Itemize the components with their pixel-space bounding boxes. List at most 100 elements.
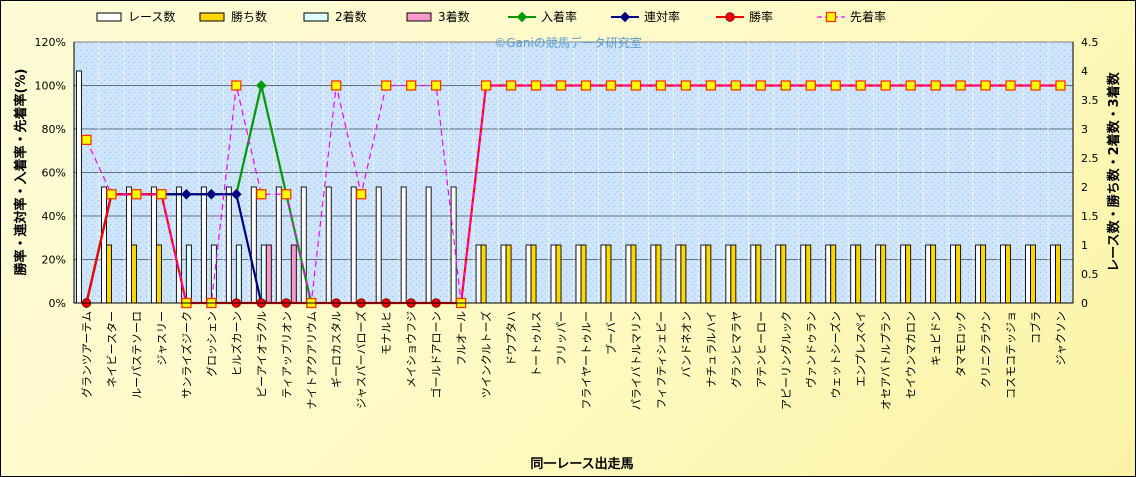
- bar-1: [650, 244, 657, 304]
- x-tick-label: アピーリングルック: [779, 311, 793, 410]
- line-marker-4: [580, 80, 592, 91]
- x-tick-label: ジャスリー: [155, 311, 168, 365]
- bar-1: [550, 244, 557, 304]
- bar-1: [1050, 244, 1056, 304]
- line-marker-4: [930, 80, 941, 91]
- bar-2: [855, 244, 862, 304]
- x-tick-label: フルオール: [455, 311, 468, 366]
- x-tick-label: セイウンマカロン: [905, 311, 918, 399]
- x-tick-label: アテンヒーロー: [755, 311, 768, 388]
- x-tick-label: ナチュラルハイ: [705, 311, 718, 388]
- line-marker-2: [206, 189, 217, 200]
- bar-3: [260, 244, 267, 304]
- bar-2: [730, 244, 737, 304]
- bar-2: [755, 244, 762, 304]
- line-marker-4: [131, 189, 142, 200]
- bar-2: [1055, 244, 1061, 304]
- line-marker-4: [630, 80, 642, 91]
- bar-1: [925, 244, 932, 304]
- y-left-tick-label: 60%: [42, 167, 66, 180]
- legend-swatch: [96, 12, 122, 22]
- line-marker-4: [555, 80, 567, 91]
- legend-label: 入着率: [541, 9, 577, 24]
- line-marker-4: [880, 80, 891, 91]
- line-marker-4: [106, 189, 117, 200]
- bar-2: [705, 244, 712, 304]
- line-marker-4: [755, 80, 766, 91]
- line-marker-4: [780, 80, 791, 91]
- bar-2: [880, 244, 887, 304]
- legend-marker: [725, 12, 735, 22]
- y-axis-left-title: 勝率・連対率・入着率・先着率(%): [13, 69, 29, 276]
- line-marker-4: [605, 80, 617, 91]
- line-marker-4: [1005, 80, 1016, 91]
- line-marker-4: [281, 189, 292, 200]
- bar-1: [101, 186, 107, 304]
- x-tick-label: モナルヒ: [380, 311, 393, 355]
- bar-2: [905, 244, 912, 304]
- legend-marker: [619, 11, 631, 23]
- bar-2: [980, 244, 987, 304]
- x-tick-label: クリニクラウン: [980, 311, 993, 388]
- legend-label: 勝率: [749, 9, 773, 24]
- bar-2: [555, 244, 562, 304]
- bar-1: [625, 244, 632, 304]
- legend-label: 2着数: [335, 9, 367, 24]
- bar-2: [505, 244, 512, 304]
- line-marker-4: [505, 80, 517, 91]
- bar-1: [400, 186, 407, 304]
- line-marker-4: [805, 80, 816, 91]
- x-tick-label: ルーパステソーロ: [130, 311, 143, 399]
- bar-1: [825, 244, 832, 304]
- watermark: ©Ganiの競馬データ研究室: [494, 35, 642, 50]
- line-marker-4: [331, 80, 342, 91]
- legend-label: レース数: [128, 9, 175, 24]
- bar-1: [575, 244, 582, 304]
- bar-1: [76, 70, 82, 304]
- y-right-tick-label: 4: [1081, 65, 1088, 78]
- bar-1: [775, 244, 782, 304]
- x-tick-label: グロッシェン: [204, 311, 218, 377]
- x-tick-label: ナイトアクアリウム: [305, 311, 318, 409]
- line-marker-4: [730, 80, 741, 91]
- x-tick-label: ティアップリオン: [280, 311, 293, 398]
- line-series-4: [85, 84, 1061, 304]
- legend-swatch: [199, 12, 225, 22]
- bar-1: [875, 244, 882, 304]
- legend-swatch: [303, 12, 329, 22]
- y-right-tick-label: 2.5: [1081, 152, 1099, 165]
- line-marker-4: [231, 80, 242, 91]
- x-tick-label: オセアバトルプラン: [880, 311, 893, 410]
- line-marker-4: [1030, 80, 1041, 91]
- bar-1: [750, 244, 757, 304]
- x-tick-label: ジャクソン: [1055, 311, 1068, 365]
- line-marker-4: [655, 80, 667, 91]
- bar-1: [525, 244, 532, 304]
- legend-marker: [825, 11, 837, 23]
- bar-2: [1030, 244, 1036, 304]
- x-tick-label: タマモロック: [955, 311, 968, 377]
- x-tick-label: ゴールドアローン: [429, 311, 443, 398]
- x-tick-label: ヴァンドゥラン: [804, 311, 818, 388]
- x-tick-label: ブーバー: [604, 311, 618, 355]
- bar-1: [375, 186, 382, 304]
- x-tick-label: ネイビースター: [105, 311, 118, 387]
- x-tick-label: パライバトルマリン: [630, 311, 643, 410]
- x-tick-label: フライヤートゥルー: [580, 311, 593, 410]
- bar-2: [630, 244, 637, 304]
- bar-1: [225, 186, 232, 304]
- y-left-tick-label: 80%: [42, 123, 66, 136]
- bar-1: [325, 186, 332, 304]
- bar-2: [955, 244, 962, 304]
- legend-label: 勝ち数: [231, 9, 267, 24]
- bar-2: [680, 244, 687, 304]
- x-tick-label: フィフティシェビー: [655, 311, 668, 409]
- line-marker-4: [955, 80, 966, 91]
- line-marker-4: [156, 189, 167, 200]
- bar-4: [290, 244, 297, 304]
- y-right-tick-label: 1.5: [1081, 210, 1099, 223]
- x-tick-label: ギーロカスタル: [330, 311, 343, 388]
- bar-4: [265, 244, 272, 304]
- y-axis-right-title: レース数・勝ち数・2着数・3着数: [1106, 71, 1122, 271]
